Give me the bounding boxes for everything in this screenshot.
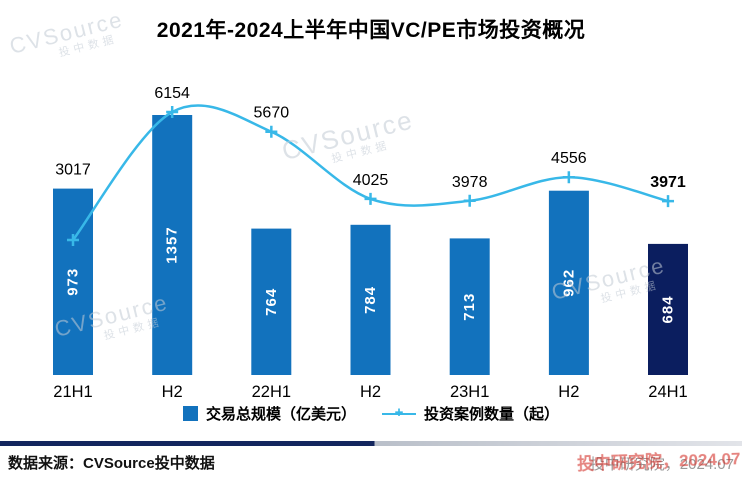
footer-divider [0,441,742,446]
footer-source: 数据来源：CVSource投中数据 [8,455,215,472]
bar-24H1 [648,243,688,375]
line-marker-icon [67,234,79,246]
x-axis-label: H2 [162,383,183,400]
x-axis-label: H2 [558,383,579,400]
line-value-label: 3978 [452,174,488,191]
x-axis-label: 22H1 [252,383,291,400]
bar-value-label: 1357 [164,226,181,263]
x-axis-label: H2 [360,383,381,400]
bar-value-label: 962 [560,269,577,297]
line-value-label: 3017 [55,162,91,179]
line-value-label: 3971 [650,174,686,191]
line-value-label: 4025 [353,172,389,189]
line-marker-icon [166,106,179,118]
legend-bar-label: 交易总规模（亿美元） [205,406,356,423]
line-marker-icon [463,194,476,207]
line-value-label: 6154 [154,85,190,102]
bar-H2 [548,190,589,375]
footer-credit: 投中研究院，2024.07 [589,456,734,473]
bar-value-label: 784 [362,286,379,314]
bar-H2 [152,115,193,375]
bar-value-label: 973 [65,268,82,296]
bar-value-label: 764 [263,288,280,316]
line-swatch-icon: + [382,404,416,421]
line-value-label: 4556 [551,150,587,167]
legend-item-line: + 投资案例数量（起） [382,403,559,424]
line-marker-icon [562,171,575,184]
bar-swatch-icon [182,406,198,421]
line-marker-icon [265,125,278,138]
line-value-label: 5670 [254,105,290,122]
bar-23H1 [449,238,490,375]
line-marker-icon [364,192,377,205]
chart-canvas: 973 1357 764 784 713 962 684 3017 6154 5670 4025 39… [53,85,688,400]
bar-22H1 [251,228,292,375]
x-axis-label: 24H1 [648,383,687,400]
legend-item-bar: 交易总规模（亿美元） [182,403,356,424]
bar-H2 [350,224,391,375]
x-axis-label: 23H1 [450,383,489,400]
bar-value-label: 713 [461,293,478,321]
legend-line-label: 投资案例数量（起） [424,406,560,423]
line-marker-icon [662,195,675,208]
x-axis-label: 21H1 [53,383,92,400]
legend: 交易总规模（亿美元） + 投资案例数量（起） [0,403,742,424]
bar-value-label: 684 [660,295,677,323]
page-title: 2021年-2024上半年中国VC/PE市场投资概况 [156,19,586,42]
